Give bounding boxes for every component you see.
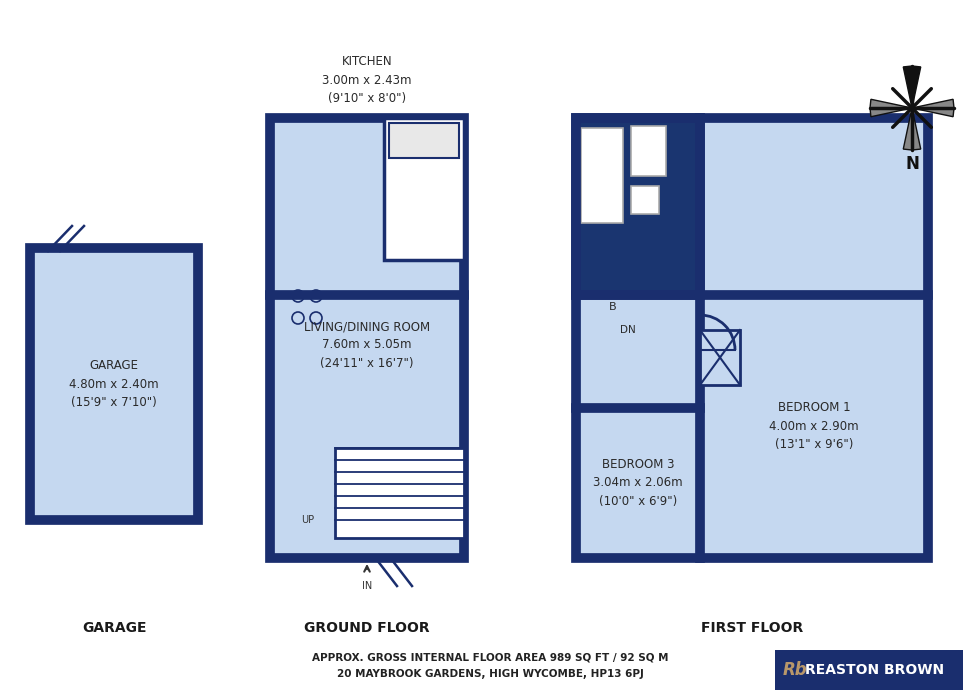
Polygon shape — [904, 108, 921, 150]
Polygon shape — [870, 99, 912, 117]
Text: GARAGE
4.80m x 2.40m
(15'9" x 7'10"): GARAGE 4.80m x 2.40m (15'9" x 7'10") — [70, 359, 159, 409]
Text: GROUND FLOOR: GROUND FLOOR — [304, 621, 430, 635]
Text: DN: DN — [620, 325, 636, 335]
Bar — [631, 186, 659, 214]
Text: BEDROOM 1
4.00m x 2.90m
(13'1" x 9'6"): BEDROOM 1 4.00m x 2.90m (13'1" x 9'6") — [769, 401, 858, 451]
Bar — [384, 118, 464, 260]
Polygon shape — [904, 66, 921, 108]
Bar — [576, 118, 700, 295]
Text: B: B — [610, 302, 616, 312]
Bar — [581, 128, 623, 223]
Bar — [270, 118, 464, 558]
Text: FIRST FLOOR: FIRST FLOOR — [701, 621, 804, 635]
Text: BEDROOM 3
3.04m x 2.06m
(10'0" x 6'9"): BEDROOM 3 3.04m x 2.06m (10'0" x 6'9") — [593, 458, 683, 508]
Bar — [775, 650, 963, 690]
Polygon shape — [912, 99, 954, 117]
Text: LIVING/DINING ROOM
7.60m x 5.05m
(24'11" x 16'7"): LIVING/DINING ROOM 7.60m x 5.05m (24'11"… — [304, 320, 430, 370]
Text: APPROX. GROSS INTERNAL FLOOR AREA 989 SQ FT / 92 SQ M: APPROX. GROSS INTERNAL FLOOR AREA 989 SQ… — [312, 653, 668, 663]
Bar — [700, 330, 740, 385]
Text: KITCHEN
3.00m x 2.43m
(9'10" x 8'0"): KITCHEN 3.00m x 2.43m (9'10" x 8'0") — [322, 55, 412, 105]
Bar — [576, 118, 928, 558]
Bar — [30, 248, 198, 520]
Bar — [631, 126, 666, 176]
Text: REASTON BROWN: REASTON BROWN — [806, 663, 945, 677]
Bar — [335, 448, 464, 538]
Text: Rb: Rb — [783, 661, 808, 679]
Text: IN: IN — [362, 581, 372, 591]
Text: UP: UP — [302, 515, 315, 525]
Text: GARAGE: GARAGE — [81, 621, 146, 635]
Bar — [576, 118, 700, 295]
Text: N: N — [906, 155, 919, 173]
Bar — [389, 123, 459, 158]
Text: 20 MAYBROOK GARDENS, HIGH WYCOMBE, HP13 6PJ: 20 MAYBROOK GARDENS, HIGH WYCOMBE, HP13 … — [336, 669, 644, 679]
